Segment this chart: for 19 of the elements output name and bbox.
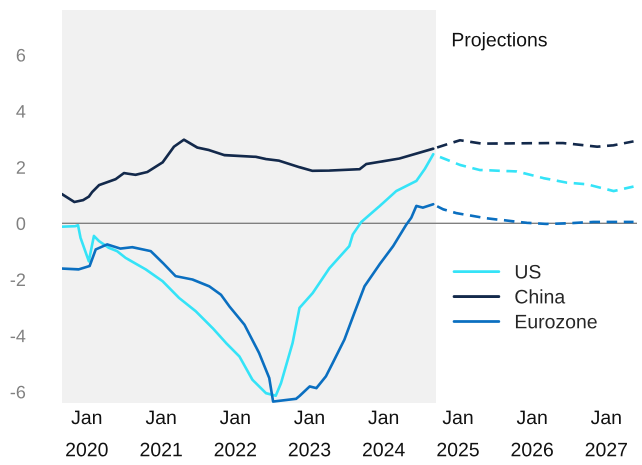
legend-label: China — [515, 289, 566, 304]
legend-label: US — [516, 264, 540, 279]
y-tick-label: -2 — [10, 273, 25, 286]
x-tick-label: Jan 2022 — [214, 410, 256, 456]
x-tick-label: Jan 2026 — [512, 410, 553, 456]
legend-label: Eurozone — [516, 314, 597, 328]
y-tick-label: 0 — [16, 217, 26, 230]
y-tick-label: 2 — [16, 161, 25, 174]
x-tick-label: Jan 2023 — [288, 410, 330, 456]
y-tick-label: 6 — [16, 48, 26, 62]
y-tick-label: 4 — [16, 105, 26, 118]
x-tick-label: Jan 2027 — [586, 410, 627, 456]
x-tick-label: Jan 2020 — [66, 410, 108, 456]
x-tick-label: Jan 2024 — [362, 410, 405, 456]
y-tick-label: -6 — [10, 386, 26, 398]
x-tick-label: Jan 2025 — [437, 410, 479, 456]
annotation: Projections — [452, 32, 547, 50]
y-tick-label: -4 — [10, 330, 26, 342]
x-tick-label: Jan 2021 — [140, 410, 182, 456]
